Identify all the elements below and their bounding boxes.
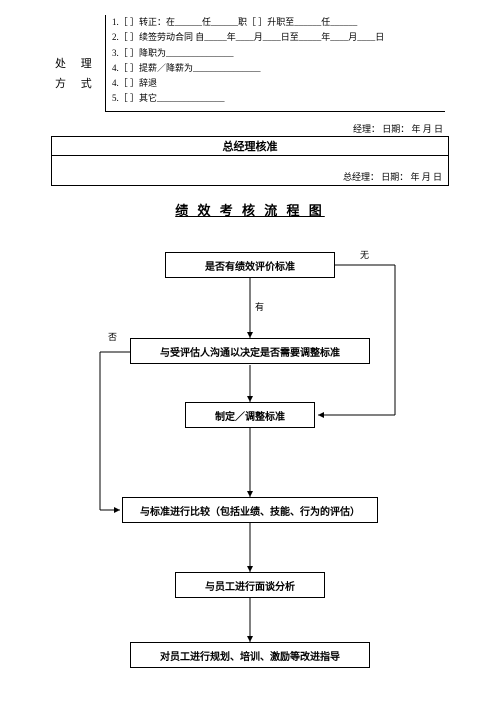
- processing-items: 1.［ ］转正：在______任______职［ ］升职至______任____…: [105, 15, 445, 112]
- node-set-standard: 制定／调整标准: [185, 402, 315, 428]
- label-you: 有: [255, 300, 264, 313]
- label-wu: 无: [360, 248, 369, 261]
- approval-title: 总经理核准: [52, 137, 448, 156]
- node-interview: 与员工进行面谈分析: [175, 572, 325, 598]
- item-3: 3.［ ］降职为_______________: [112, 46, 439, 61]
- approval-box: 总经理核准 总经理： 日期： 年 月 日: [51, 136, 449, 186]
- node-training: 对员工进行规划、培训、激励等改进指导: [130, 642, 370, 668]
- flowchart-edges: [0, 230, 500, 700]
- flowchart: 是否有绩效评价标准 与受评估人沟通以决定是否需要调整标准 制定／调整标准 与标准…: [0, 230, 500, 700]
- item-1: 1.［ ］转正：在______任______职［ ］升职至______任____…: [112, 15, 439, 30]
- item-2: 2.［ ］续签劳动合同 自_____年____月____日至_____年____…: [112, 30, 439, 45]
- node-has-standard: 是否有绩效评价标准: [165, 252, 335, 278]
- node-compare-standard: 与标准进行比较（包括业绩、技能、行为的评估）: [122, 497, 378, 523]
- section-label2: 方 式: [55, 75, 98, 91]
- label-fou: 否: [108, 330, 117, 343]
- item-5: 4.［ ］辞退: [112, 76, 439, 91]
- manager-signature: 经理： 日期： 年 月 日: [51, 122, 449, 135]
- node-discuss-adjust: 与受评估人沟通以决定是否需要调整标准: [130, 338, 370, 364]
- item-6: 5.［ ］其它_______________: [112, 91, 439, 106]
- item-4: 4.［ ］提薪／降薪为_______________: [112, 61, 439, 76]
- section-label: 处 理: [55, 55, 98, 71]
- flowchart-title: 绩 效 考 核 流 程 图: [0, 200, 500, 219]
- gm-signature: 总经理： 日期： 年 月 日: [343, 170, 442, 183]
